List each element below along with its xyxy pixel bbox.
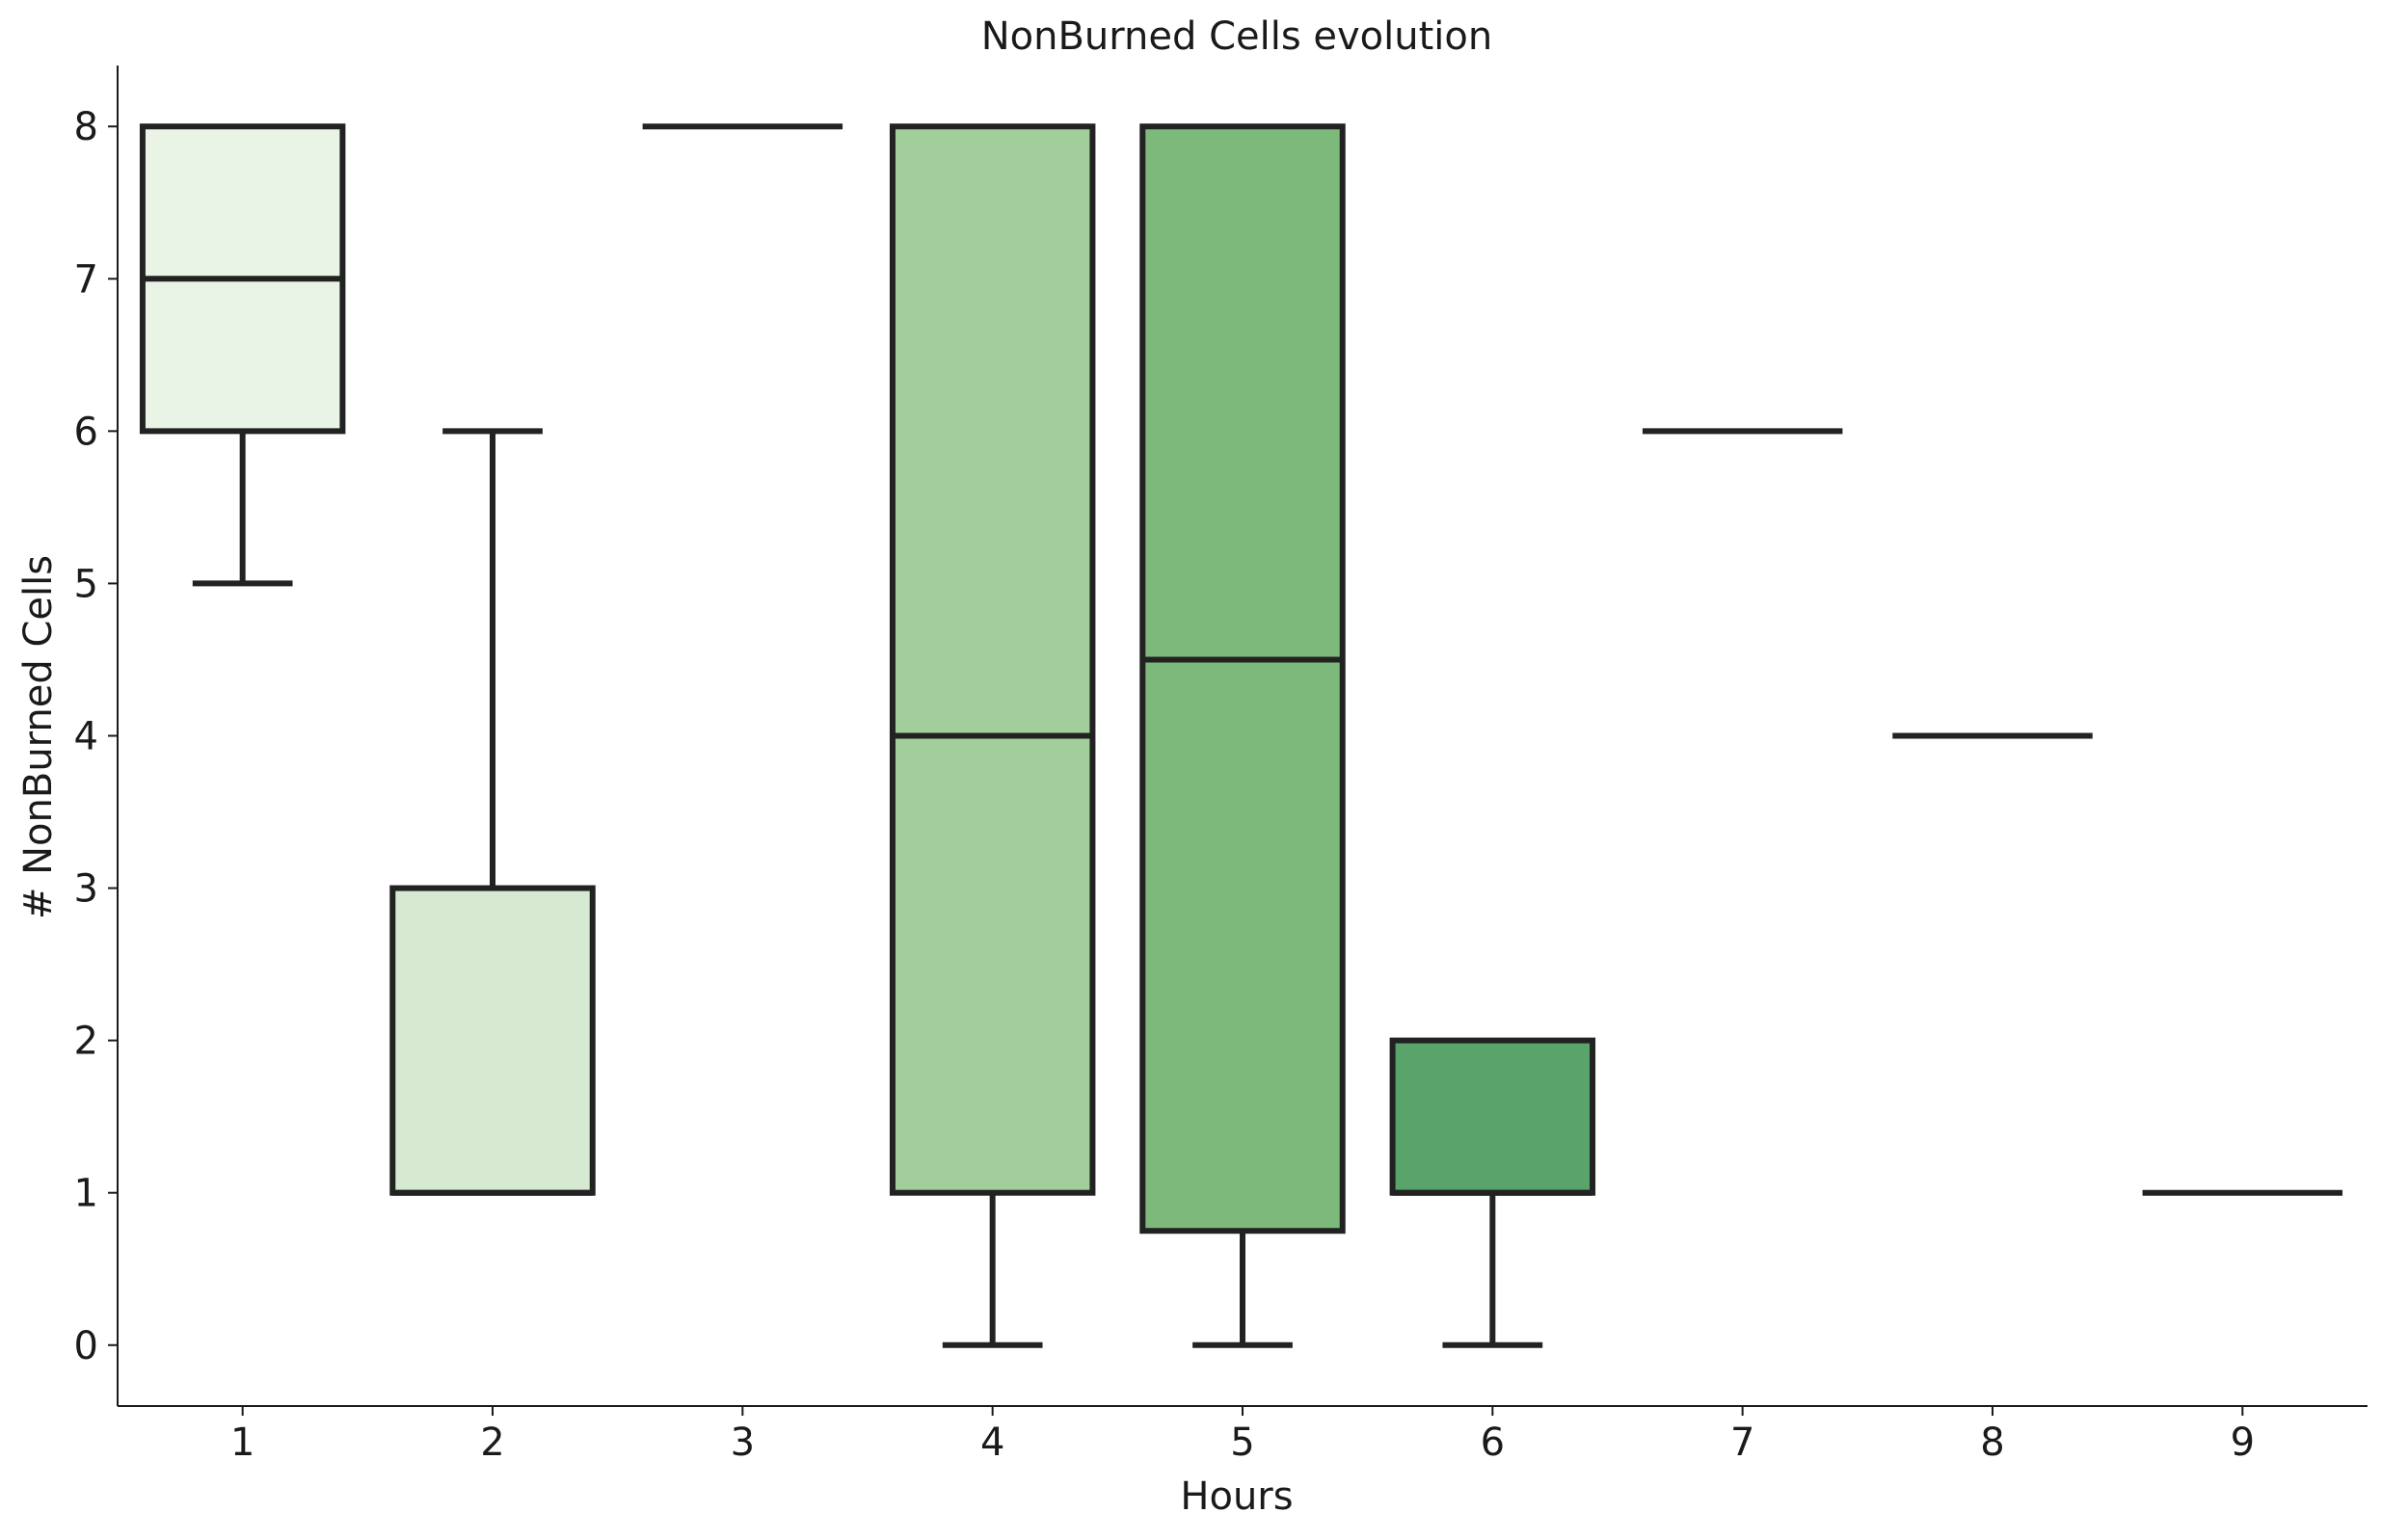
chart-title: NonBurned Cells evolution <box>981 14 1493 59</box>
x-tick-label: 5 <box>1230 1421 1254 1465</box>
box-group-hour-6 <box>1389 1037 1596 1348</box>
y-ticks: 0 1 2 3 4 5 6 7 8 <box>74 105 118 1368</box>
box-group-hour-5 <box>1139 123 1346 1348</box>
box-group-hour-1 <box>139 123 346 587</box>
y-tick-label: 3 <box>74 867 98 912</box>
boxes-layer <box>139 123 2343 1348</box>
y-tick-label: 4 <box>74 715 98 759</box>
x-tick-label: 9 <box>2231 1421 2255 1465</box>
y-tick-label: 7 <box>74 257 98 302</box>
box-group-hour-4 <box>889 123 1096 1348</box>
box-iqr <box>1139 123 1346 1235</box>
box-iqr <box>389 885 596 1196</box>
x-tick-label: 4 <box>980 1421 1004 1465</box>
x-tick-label: 3 <box>731 1421 755 1465</box>
box-iqr <box>889 123 1096 1196</box>
x-tick-label: 2 <box>480 1421 504 1465</box>
y-tick-label: 1 <box>74 1172 98 1216</box>
box-iqr <box>1389 1037 1596 1196</box>
x-tick-label: 6 <box>1481 1421 1505 1465</box>
x-tick-label: 1 <box>230 1421 254 1465</box>
x-ticks: 1 2 3 4 5 6 7 8 9 <box>230 1406 2255 1465</box>
box-group-hour-2 <box>389 428 596 1196</box>
y-tick-label: 2 <box>74 1020 98 1064</box>
y-tick-label: 5 <box>74 562 98 606</box>
x-tick-label: 8 <box>1980 1421 2004 1465</box>
x-axis-title: Hours <box>1180 1474 1293 1519</box>
y-axis-title: # NonBurned Cells <box>16 555 61 919</box>
y-tick-label: 6 <box>74 410 98 454</box>
y-tick-label: 8 <box>74 105 98 149</box>
y-tick-label: 0 <box>74 1324 98 1368</box>
x-tick-label: 7 <box>1730 1421 1754 1465</box>
